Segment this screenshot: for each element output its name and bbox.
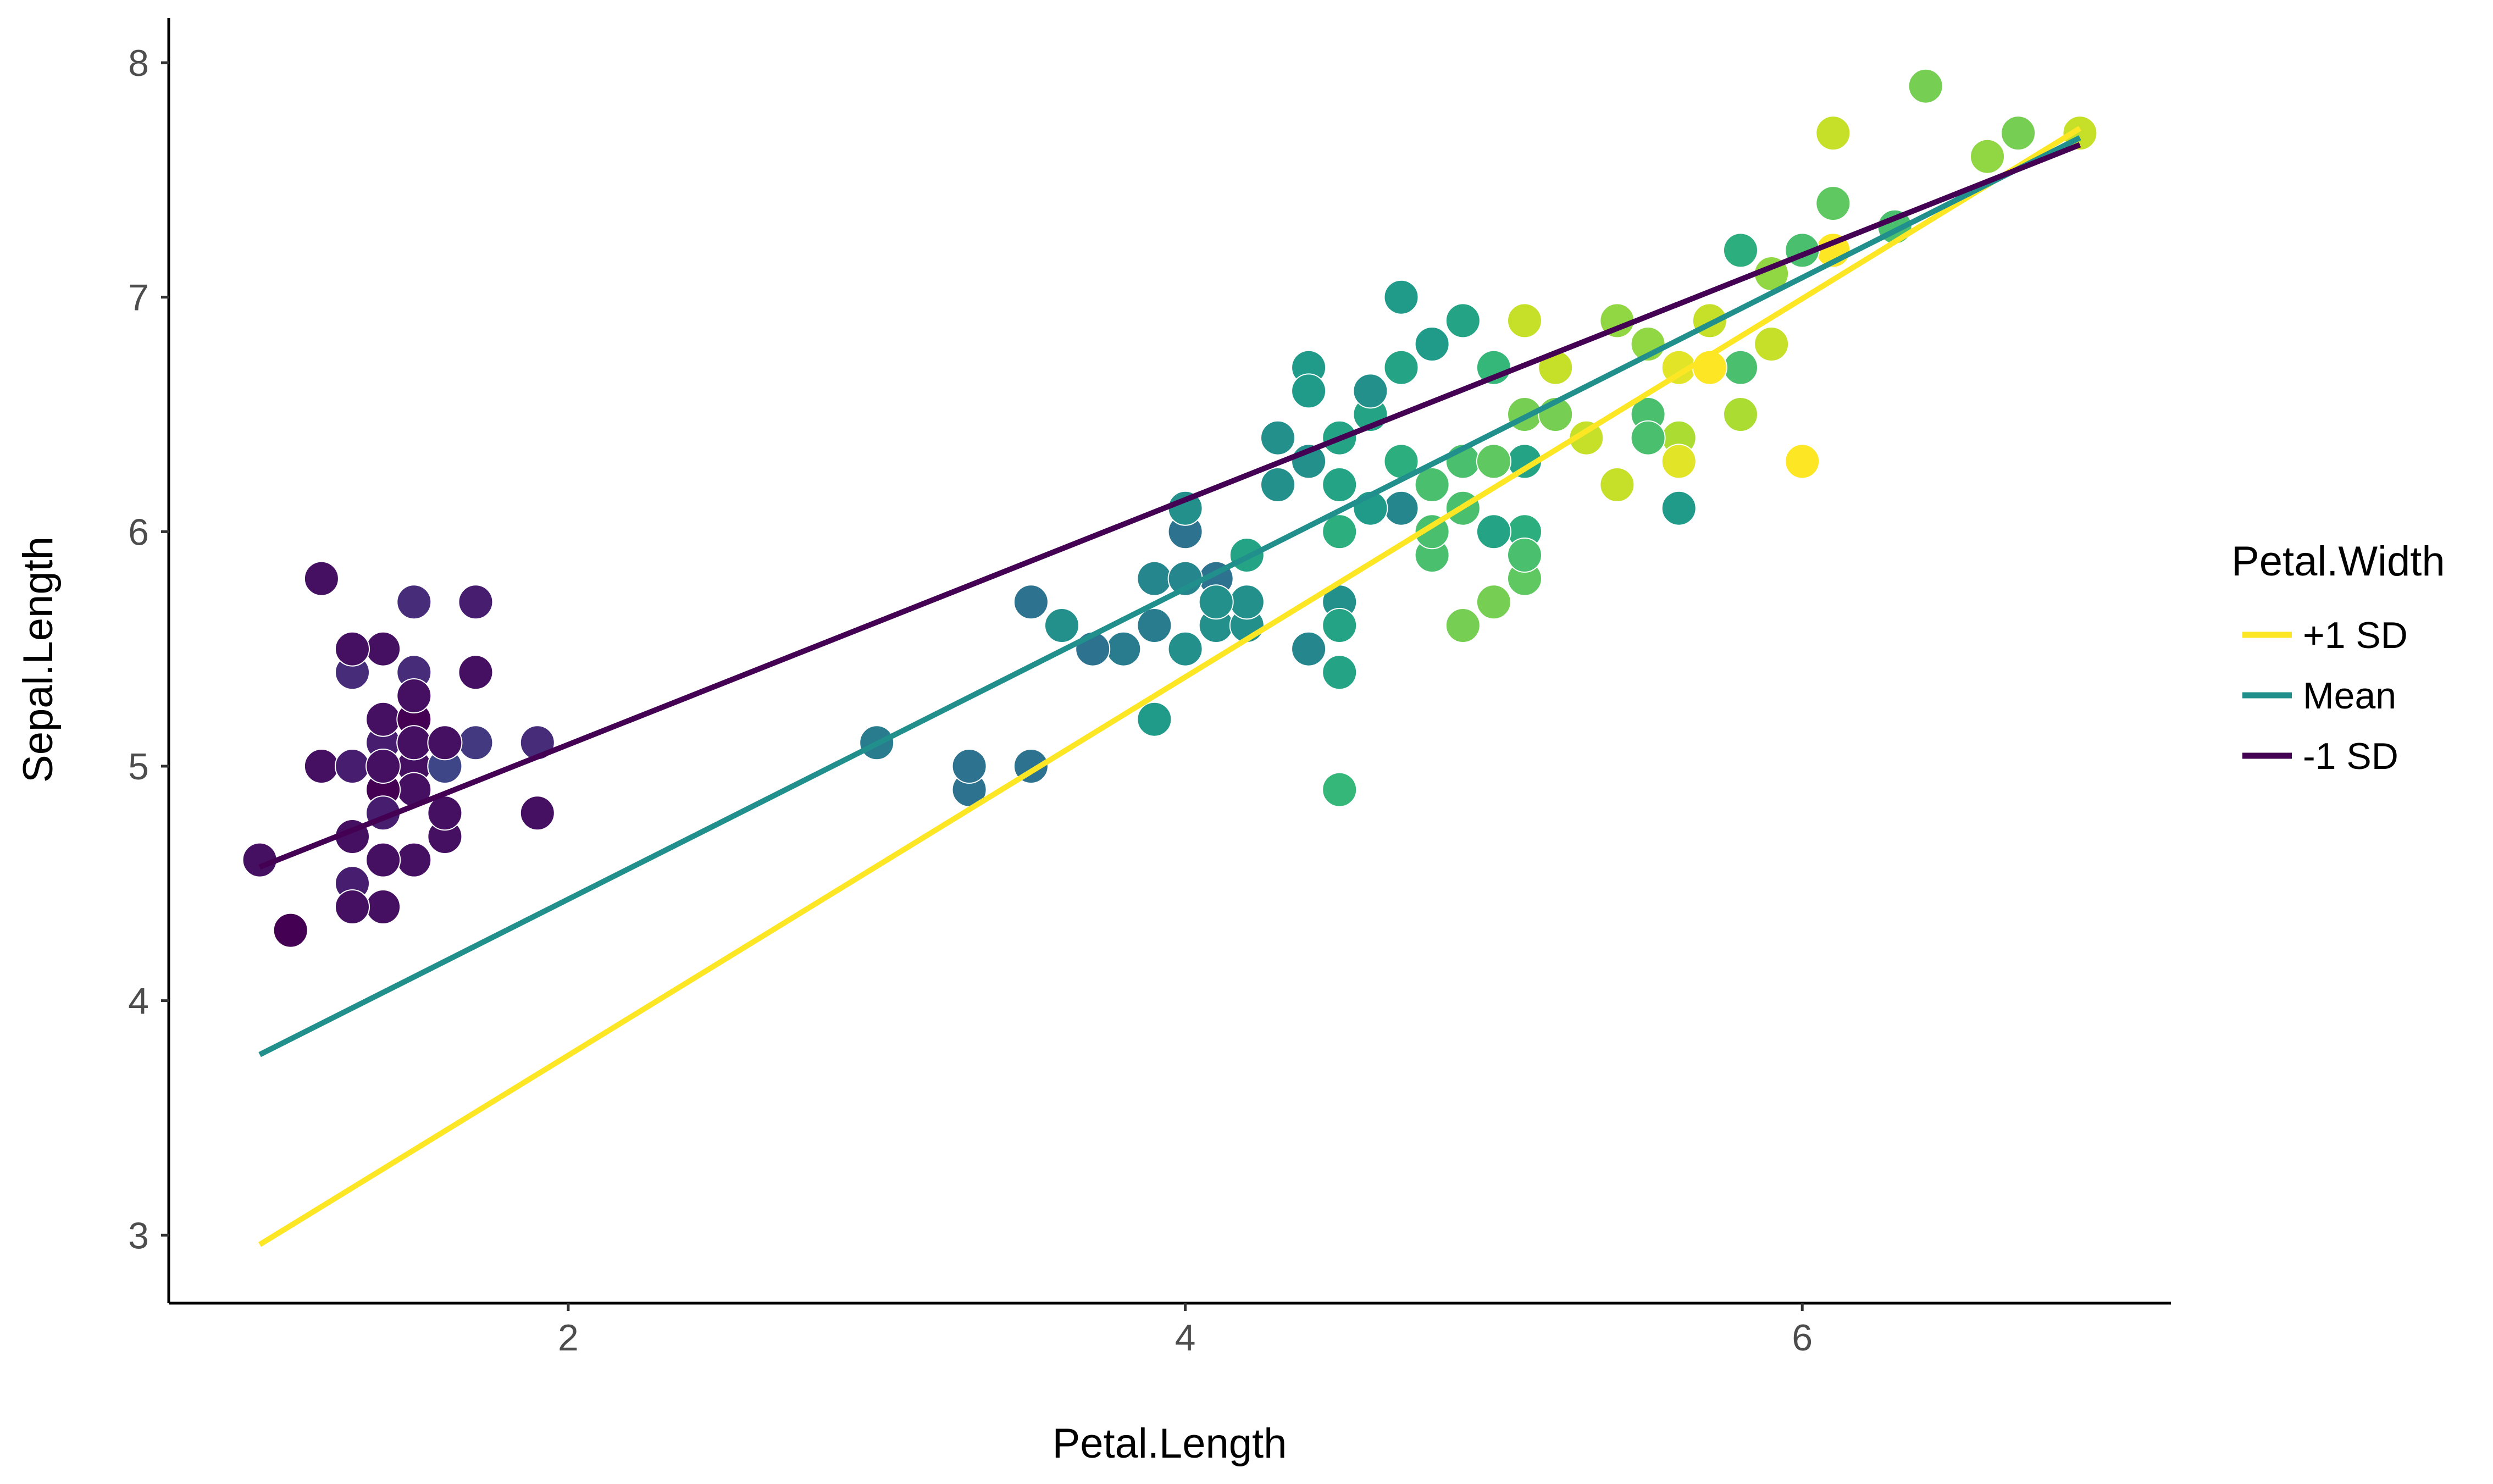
y-axis-ticks: 3 4 5 6 7 8 xyxy=(128,42,169,1256)
data-point xyxy=(1476,584,1511,620)
data-point xyxy=(2001,115,2036,151)
data-point xyxy=(335,631,370,667)
data-point xyxy=(1229,584,1265,620)
data-point xyxy=(427,725,463,761)
legend-title: Petal.Width xyxy=(2231,538,2445,585)
data-point xyxy=(1599,467,1635,502)
data-point xyxy=(1723,232,1758,268)
data-point xyxy=(1044,608,1079,643)
data-point xyxy=(365,749,401,784)
data-point xyxy=(1507,538,1542,573)
x-axis-ticks: 2 4 6 xyxy=(558,1303,1813,1359)
series-line-mean xyxy=(258,135,2081,1057)
data-point xyxy=(335,749,370,784)
data-point xyxy=(1383,490,1419,526)
data-point xyxy=(1507,303,1542,339)
data-point xyxy=(458,655,494,690)
data-point xyxy=(1970,139,2005,174)
data-point xyxy=(365,631,401,667)
data-point xyxy=(1137,608,1172,643)
data-point xyxy=(1754,326,1790,362)
data-points xyxy=(242,68,2098,948)
data-point xyxy=(1322,772,1358,807)
data-point xyxy=(1353,373,1388,409)
data-point xyxy=(1445,608,1481,643)
data-point xyxy=(303,749,339,784)
data-point xyxy=(335,889,370,924)
data-point xyxy=(1630,420,1666,456)
data-point xyxy=(1167,631,1203,667)
data-point xyxy=(1815,186,1851,221)
data-point xyxy=(1723,350,1758,385)
data-point xyxy=(365,842,401,878)
data-point xyxy=(1383,350,1419,385)
data-point xyxy=(1723,397,1758,432)
legend-entries: +1 SD Mean -1 SD xyxy=(2242,614,2408,777)
data-point xyxy=(458,584,494,620)
data-point xyxy=(1569,420,1604,456)
data-point xyxy=(1322,514,1358,550)
data-point xyxy=(1661,444,1697,479)
data-point xyxy=(1291,631,1327,667)
data-point xyxy=(1785,444,1820,479)
data-point xyxy=(1291,373,1327,409)
data-point xyxy=(396,725,432,761)
data-point xyxy=(1815,115,1851,151)
data-point xyxy=(519,795,555,831)
data-point xyxy=(396,584,432,620)
data-point xyxy=(951,749,987,784)
y-axis-title: Sepal.Length xyxy=(15,536,62,783)
y-tick-label: 5 xyxy=(128,746,149,788)
data-point xyxy=(1198,584,1234,620)
legend-label-mean: Mean xyxy=(2303,675,2396,717)
data-point xyxy=(1476,444,1511,479)
x-tick-label: 6 xyxy=(1792,1317,1813,1359)
legend: Petal.Width +1 SD Mean -1 SD xyxy=(2231,538,2445,777)
data-point xyxy=(1322,608,1358,643)
data-point xyxy=(396,678,432,713)
data-point xyxy=(1106,631,1142,667)
data-point xyxy=(1476,514,1511,550)
data-point xyxy=(1013,584,1049,620)
legend-label-1-sd: -1 SD xyxy=(2303,735,2398,777)
series-line-1-sd xyxy=(258,126,2082,1247)
y-tick-label: 4 xyxy=(128,981,149,1022)
data-point xyxy=(365,889,401,924)
x-tick-label: 4 xyxy=(1175,1317,1196,1359)
y-tick-label: 7 xyxy=(128,277,149,319)
data-point xyxy=(1908,68,1943,104)
data-point xyxy=(1383,279,1419,315)
legend-label-1-sd: +1 SD xyxy=(2303,614,2408,656)
data-point xyxy=(273,912,308,948)
data-point xyxy=(1260,420,1295,456)
data-point xyxy=(1414,326,1450,362)
data-point xyxy=(396,842,432,878)
data-point xyxy=(1137,561,1172,596)
data-point xyxy=(1260,467,1295,502)
y-tick-label: 6 xyxy=(128,511,149,553)
y-tick-label: 3 xyxy=(128,1215,149,1256)
series-line-1-sd xyxy=(258,142,2081,870)
data-point xyxy=(1137,701,1172,737)
regression-lines xyxy=(258,126,2082,1247)
x-axis-title: Petal.Length xyxy=(1052,1420,1287,1467)
data-point xyxy=(365,701,401,737)
axes: 2 4 6 3 4 5 6 7 8 Petal.Length Sepal.Length xyxy=(15,18,2171,1467)
y-tick-label: 8 xyxy=(128,42,149,84)
data-point xyxy=(1445,303,1481,339)
data-point xyxy=(1322,467,1358,502)
data-point xyxy=(1322,655,1358,690)
data-point xyxy=(1414,467,1450,502)
data-point xyxy=(303,561,339,596)
data-point xyxy=(458,725,494,761)
x-tick-label: 2 xyxy=(558,1317,579,1359)
data-point xyxy=(1661,490,1697,526)
